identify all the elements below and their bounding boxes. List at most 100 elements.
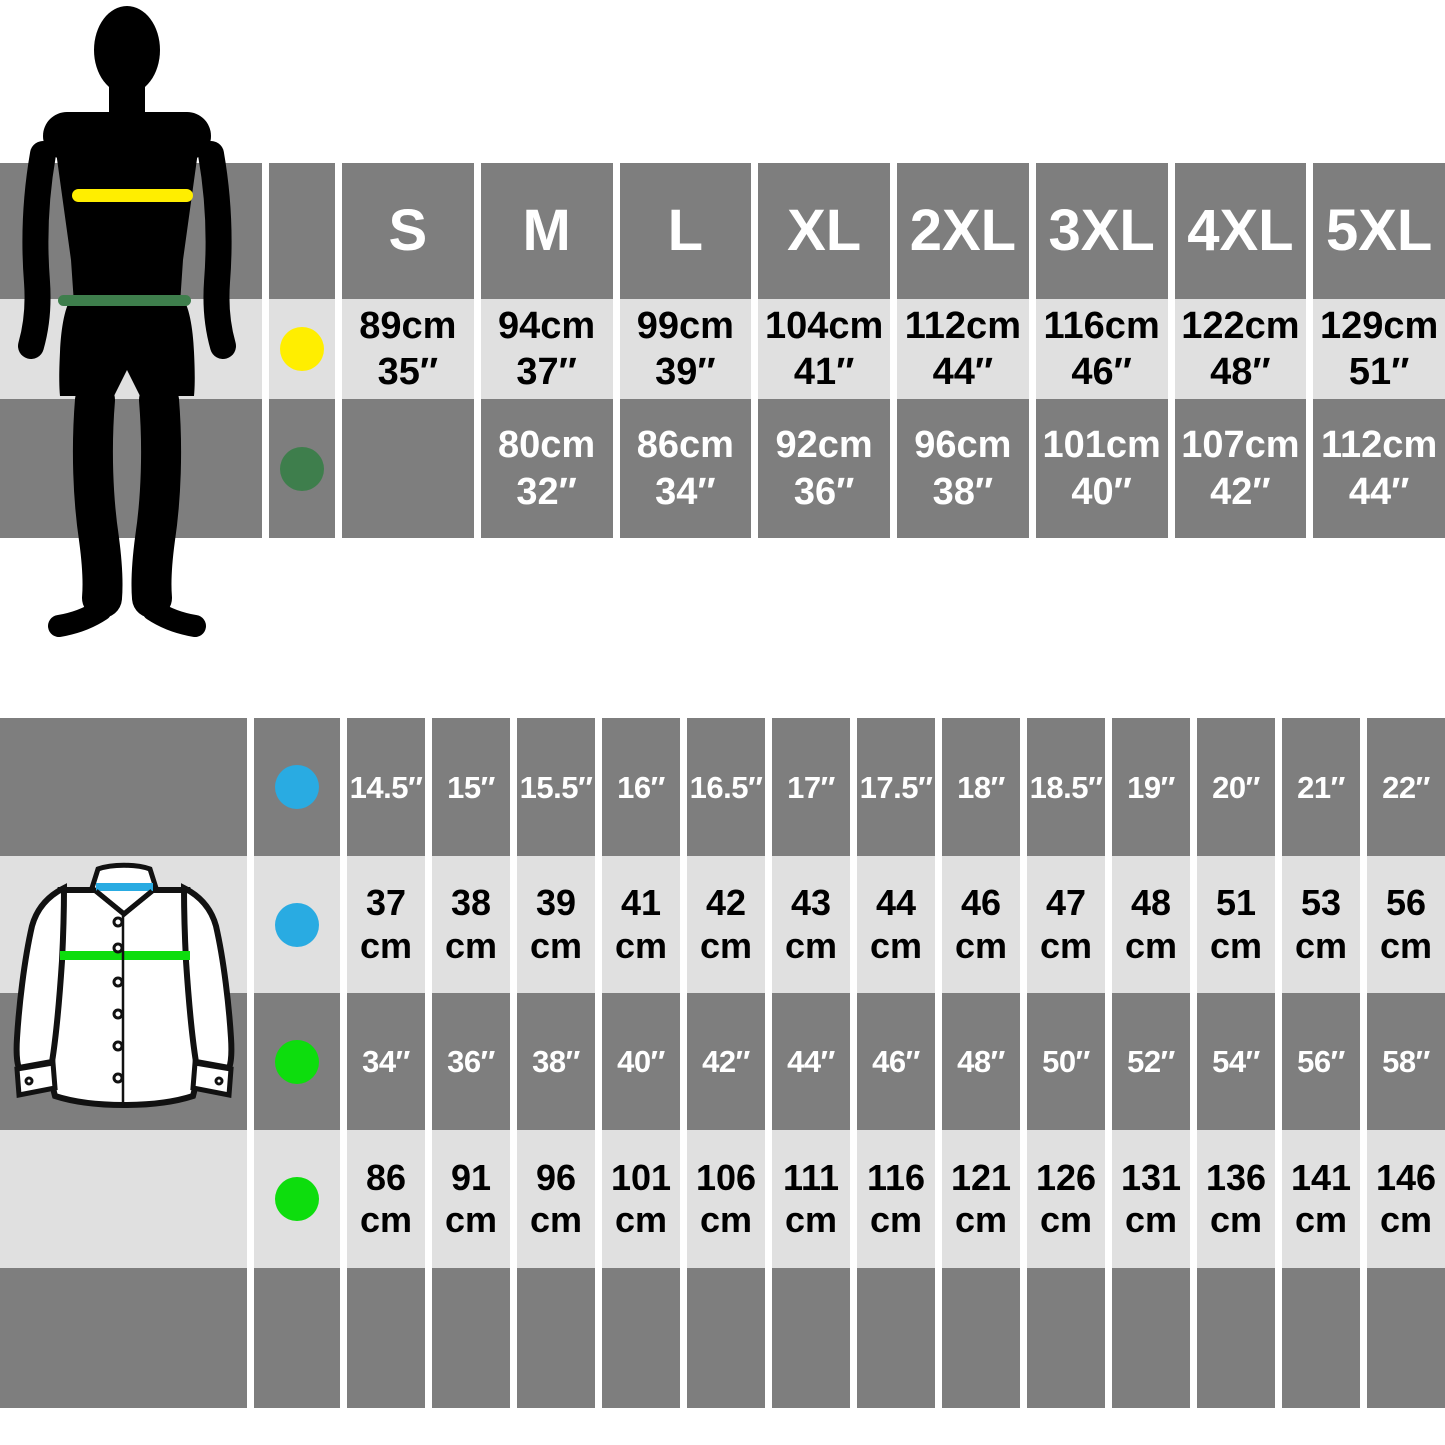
table-cell: 129cm 51″ — [1313, 299, 1445, 399]
silhouette-torso — [53, 130, 201, 304]
table-cell: 4XL — [1174, 163, 1307, 299]
table-cell — [1367, 1268, 1445, 1408]
table-cell: 146 cm — [1367, 1130, 1445, 1268]
table-row-chest-cm: 86 cm 91 cm 96 cm 101 cm 106 cm 111 cm 116 cm 1… — [0, 1130, 1445, 1268]
table-cell: 17″ — [772, 718, 850, 856]
shirt-right-sleeve — [180, 883, 235, 1072]
shirt-left-cuff — [14, 1060, 58, 1098]
table-cell: 116 cm — [857, 1130, 935, 1268]
table-cell: 14.5″ — [347, 718, 425, 856]
table-cell: 40″ — [602, 993, 680, 1130]
silhouette-right-leg — [131, 380, 182, 618]
table-cell — [602, 1268, 680, 1408]
table-cell: 16.5″ — [687, 718, 765, 856]
table-cell: 112cm 44″ — [1313, 399, 1445, 538]
table-cell: L — [619, 163, 752, 299]
shirt-chest-marker-dot-green — [275, 1177, 319, 1221]
collar-marker-dot-blue — [275, 902, 319, 947]
table-cell — [1197, 1268, 1275, 1408]
table-cell: 50″ — [1027, 993, 1105, 1130]
table-cell: 3XL — [1035, 163, 1168, 299]
table-cell: 18.5″ — [1027, 718, 1105, 856]
table-cell: 86 cm — [347, 1130, 425, 1268]
table-cell: 111 cm — [772, 1130, 850, 1268]
table-cell: 22″ — [1367, 718, 1445, 856]
shirt-illustration — [6, 856, 242, 1128]
table-cell: 46″ — [857, 993, 935, 1130]
table-cell: 21″ — [1282, 718, 1360, 856]
table-cell: 94cm 37″ — [480, 299, 613, 399]
table-cell: 41 cm — [602, 856, 680, 993]
shirt-chest-marker-dot-green — [275, 1039, 319, 1084]
silhouette-right-arm — [198, 141, 236, 359]
table-cell: 54″ — [1197, 993, 1275, 1130]
spacer-cell — [0, 1130, 247, 1268]
shirt-buttons — [24, 916, 224, 1086]
silhouette-left-leg — [72, 380, 123, 618]
table-cell — [1282, 1268, 1360, 1408]
table-cell: 51 cm — [1197, 856, 1275, 993]
table-cell: 44 cm — [857, 856, 935, 993]
table-cell: 126 cm — [1027, 1130, 1105, 1268]
table-cell: 52″ — [1112, 993, 1190, 1130]
body-size-table: S M L XL 2XL 3XL 4XL 5XL 89cm 35″ 94cm 37″ 99cm 3… — [0, 163, 1445, 538]
table-cell: 96 cm — [517, 1130, 595, 1268]
table-cell: 131 cm — [1112, 1130, 1190, 1268]
table-cell: S — [342, 163, 474, 299]
marker-column-cell — [254, 993, 340, 1130]
table-cell: 38 cm — [432, 856, 510, 993]
marker-column-cell — [269, 299, 335, 399]
table-cell — [517, 1268, 595, 1408]
spacer-cell — [0, 1268, 247, 1408]
collar-marker-dot-blue — [275, 765, 319, 809]
table-cell — [942, 1268, 1020, 1408]
table-cell: M — [480, 163, 613, 299]
table-cell: 17.5″ — [857, 718, 935, 856]
chest-measure-line — [72, 189, 193, 202]
table-cell: 56 cm — [1367, 856, 1445, 993]
table-cell: 96cm 38″ — [897, 399, 1029, 538]
man-silhouette-illustration — [17, 4, 237, 652]
table-cell — [687, 1268, 765, 1408]
collar-measure-line — [96, 883, 153, 891]
table-cell: 48″ — [942, 993, 1020, 1130]
silhouette-left-foot — [48, 599, 112, 637]
silhouette-right-foot — [142, 599, 206, 637]
table-cell: 86cm 34″ — [619, 399, 752, 538]
table-cell: 112cm 44″ — [897, 299, 1029, 399]
table-cell — [1027, 1268, 1105, 1408]
table-cell: 46 cm — [942, 856, 1020, 993]
shirt-left-sleeve — [13, 883, 68, 1072]
table-cell: 39 cm — [517, 856, 595, 993]
table-cell: 116cm 46″ — [1035, 299, 1168, 399]
silhouette-head — [94, 6, 160, 94]
marker-column-cell — [269, 163, 335, 299]
table-row-waist: 80cm 32″ 86cm 34″ 92cm 36″ 96cm 38″ 101cm 40… — [0, 399, 1445, 538]
table-cell: 18″ — [942, 718, 1020, 856]
table-cell: 34″ — [347, 993, 425, 1130]
table-cell: 42 cm — [687, 856, 765, 993]
table-cell: 91 cm — [432, 1130, 510, 1268]
waist-marker-dot-green — [280, 446, 324, 491]
table-cell: 106 cm — [687, 1130, 765, 1268]
table-cell: 5XL — [1313, 163, 1445, 299]
table-cell: 47 cm — [1027, 856, 1105, 993]
table-cell: 2XL — [897, 163, 1029, 299]
marker-column-cell — [254, 1268, 340, 1408]
marker-column-cell — [254, 718, 340, 856]
table-row-sizes: S M L XL 2XL 3XL 4XL 5XL — [0, 163, 1445, 299]
table-cell — [1112, 1268, 1190, 1408]
table-cell: 53 cm — [1282, 856, 1360, 993]
table-cell: 136 cm — [1197, 1130, 1275, 1268]
table-cell: 92cm 36″ — [758, 399, 890, 538]
table-cell: 19″ — [1112, 718, 1190, 856]
table-cell: 44″ — [772, 993, 850, 1130]
table-cell: 122cm 48″ — [1174, 299, 1307, 399]
table-cell: 141 cm — [1282, 1130, 1360, 1268]
table-cell: 58″ — [1367, 993, 1445, 1130]
table-cell: 101cm 40″ — [1035, 399, 1168, 538]
table-cell: XL — [758, 163, 890, 299]
table-cell: 16″ — [602, 718, 680, 856]
table-cell: 56″ — [1282, 993, 1360, 1130]
silhouette-shorts — [59, 296, 195, 396]
